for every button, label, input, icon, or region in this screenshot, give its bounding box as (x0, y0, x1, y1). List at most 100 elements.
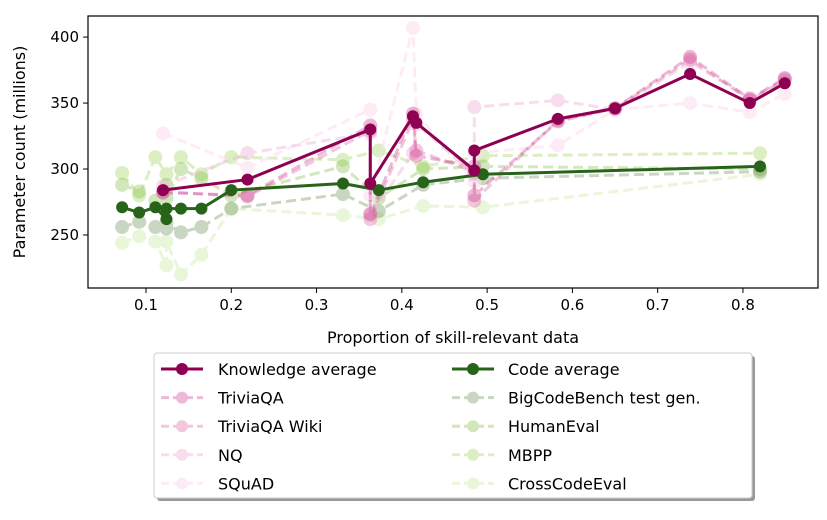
data-point (148, 220, 163, 235)
data-point (156, 126, 171, 141)
data-point (363, 212, 378, 227)
data-point (405, 20, 420, 35)
data-point (240, 189, 255, 204)
data-point (225, 184, 238, 197)
legend-marker (161, 391, 203, 404)
data-point (173, 162, 188, 177)
data-point (467, 100, 482, 115)
data-point (754, 160, 767, 173)
legend-label: Knowledge average (218, 360, 377, 379)
legend-label: CrossCodeEval (508, 474, 627, 493)
series-crosscodeeval (115, 167, 768, 282)
data-point (467, 193, 482, 208)
x-tick-label: 0.7 (646, 296, 670, 314)
y-tick-label: 250 (50, 226, 79, 244)
legend-item-humaneval: HumanEval (452, 417, 600, 436)
data-point (550, 93, 565, 108)
data-point (416, 198, 431, 213)
legend-label: TriviaQA (217, 389, 284, 408)
data-point (160, 213, 173, 226)
data-point (409, 148, 424, 163)
legend-items: Knowledge average TriviaQA TriviaQA Wiki NQ… (161, 360, 701, 493)
legend-label: BigCodeBench test gen. (508, 389, 701, 408)
data-point (194, 220, 209, 235)
legend: Knowledge average TriviaQA TriviaQA Wiki NQ… (153, 352, 755, 501)
y-tick-label: 400 (50, 28, 79, 46)
series-knowledge-average (157, 68, 791, 197)
legend-marker (161, 420, 203, 433)
data-point (194, 167, 209, 182)
data-point (410, 116, 423, 129)
series-line (121, 170, 761, 234)
data-point (116, 201, 129, 214)
x-tick-label: 0.2 (219, 296, 243, 314)
data-point (159, 258, 174, 273)
data-point (149, 201, 162, 214)
plot-frame (87, 15, 819, 289)
legend-item-crosscodeeval: CrossCodeEval (452, 474, 627, 493)
x-tick-label: 0.1 (134, 296, 158, 314)
legend-marker (452, 420, 494, 433)
data-point (409, 143, 424, 158)
x-axis-label: Proportion of skill-relevant data (327, 328, 579, 347)
legend-label: TriviaQA Wiki (217, 417, 322, 436)
data-point (173, 150, 188, 165)
data-point (777, 86, 792, 101)
data-point (753, 146, 768, 161)
data-point (115, 220, 130, 235)
legend-item-nq: NQ (161, 446, 243, 465)
series-mbpp (115, 143, 768, 203)
data-point (363, 206, 378, 221)
legend-marker (452, 448, 494, 461)
data-point (132, 214, 147, 229)
data-point (173, 225, 188, 240)
data-point (416, 159, 431, 174)
data-point (174, 202, 187, 215)
legend-box (153, 352, 753, 499)
data-point (336, 177, 349, 190)
data-point (683, 52, 698, 67)
data-point (372, 184, 385, 197)
data-point (550, 138, 565, 153)
legend-marker (161, 363, 203, 375)
data-point (467, 188, 482, 203)
legend-label: MBPP (508, 446, 552, 465)
legend-item-code-average: Code average (452, 360, 620, 379)
data-point (371, 212, 386, 227)
series-layer (115, 20, 792, 282)
data-point (371, 204, 386, 219)
legend-marker (161, 477, 203, 490)
data-point (742, 105, 757, 120)
x-tick-label: 0.6 (560, 296, 584, 314)
data-point (335, 187, 350, 202)
data-point (132, 229, 147, 244)
data-point (335, 208, 350, 223)
data-point (173, 267, 188, 282)
x-tick-label: 0.4 (390, 296, 414, 314)
data-point (115, 177, 130, 192)
data-point (159, 234, 174, 249)
x-tick-label: 0.5 (475, 296, 499, 314)
data-point (335, 159, 350, 174)
data-point (364, 177, 377, 190)
data-point (194, 247, 209, 262)
legend-label: SQuAD (218, 474, 274, 493)
data-point (241, 173, 254, 186)
data-point (133, 206, 146, 219)
x-tick-label: 0.3 (305, 296, 329, 314)
data-point (148, 150, 163, 165)
data-point (224, 201, 239, 216)
legend-item-triviaqa: TriviaQA (161, 389, 284, 408)
data-point (417, 176, 430, 189)
y-axis-ticks: 250 300 350 400 (50, 28, 88, 244)
data-point (683, 49, 698, 64)
data-point (364, 123, 377, 136)
data-point (240, 188, 255, 203)
data-point (195, 202, 208, 215)
data-point (224, 150, 239, 165)
legend-label: Code average (508, 360, 620, 379)
data-point (684, 68, 697, 81)
data-point (467, 175, 482, 190)
data-point (132, 184, 147, 199)
